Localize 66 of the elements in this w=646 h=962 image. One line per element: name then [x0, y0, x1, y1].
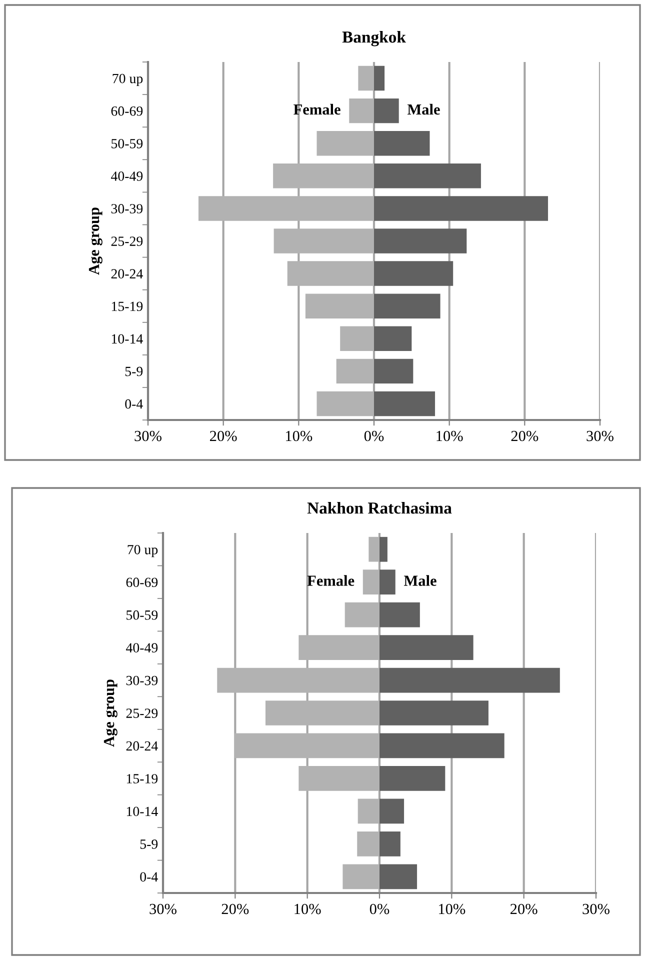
bar	[380, 602, 420, 628]
bar	[374, 66, 385, 91]
y-tick-label: 40-49	[111, 171, 143, 181]
bar	[380, 766, 446, 791]
y-tick-label: 20-24	[126, 741, 158, 751]
bar	[380, 668, 560, 693]
bar	[380, 635, 474, 660]
y-tick-label: 25-29	[111, 236, 143, 246]
bar	[380, 536, 388, 562]
bar	[374, 228, 467, 254]
y-tick-label: 50-59	[112, 138, 143, 148]
series-label: Male	[407, 104, 440, 115]
x-tick-label: 10%	[436, 430, 463, 442]
x-tick-label: 30%	[582, 904, 610, 914]
x-tick-label: 20%	[222, 904, 249, 914]
y-tick-label: 15-19	[112, 302, 143, 312]
chart-title: Bangkok	[342, 30, 406, 46]
x-tick-label: 10%	[286, 430, 312, 442]
y-tick-label: 10-14	[126, 806, 158, 816]
x-tick-label: 10%	[294, 904, 321, 914]
bar	[374, 98, 399, 124]
bar	[374, 358, 414, 384]
bar	[374, 164, 481, 188]
bar	[374, 261, 454, 286]
y-tick-label: 30-39	[126, 676, 158, 686]
y-tick-label: 40-49	[126, 643, 158, 652]
y-tick-label: 10-14	[112, 334, 143, 344]
x-tick-label: 30%	[134, 430, 162, 442]
x-tick-label: 30%	[150, 904, 176, 914]
series-label: Female	[294, 104, 340, 115]
y-tick-label: 15-19	[126, 774, 158, 784]
y-tick-label: 50-59	[126, 610, 158, 620]
series-label: Male	[404, 575, 436, 586]
bar	[380, 570, 396, 595]
y-tick-label: 25-29	[126, 708, 158, 718]
bar	[374, 326, 412, 352]
bar	[380, 700, 488, 726]
x-tick-label: 0%	[364, 430, 384, 442]
series-label: Female	[307, 575, 354, 586]
bar	[380, 798, 404, 824]
y-axis-title: Age group	[88, 208, 102, 275]
bar	[380, 864, 418, 890]
y-tick-label: 30-39	[111, 204, 143, 214]
y-tick-label: 20-24	[111, 269, 143, 278]
y-tick-label: 60-69	[111, 106, 143, 116]
bar	[374, 391, 436, 416]
y-tick-label: 0-4	[125, 399, 143, 409]
bar	[380, 831, 400, 856]
y-axis-title: Age group	[104, 680, 118, 747]
y-tick-label: 70 up	[112, 74, 143, 86]
x-tick-label: 20%	[511, 430, 538, 442]
x-tick-label: 20%	[210, 430, 237, 442]
y-tick-label: 70 up	[128, 544, 158, 558]
bar	[374, 294, 440, 318]
x-tick-label: 0%	[370, 904, 390, 914]
y-tick-label: 5-9	[140, 840, 158, 849]
x-tick-label: 10%	[439, 904, 466, 914]
y-tick-label: 5-9	[125, 366, 143, 376]
x-tick-label: 20%	[510, 904, 538, 914]
bar	[374, 196, 548, 221]
y-tick-label: 0-4	[140, 872, 158, 882]
bar	[380, 733, 504, 758]
bar	[374, 130, 430, 156]
chart-title: Nakhon Ratchasima	[307, 502, 452, 514]
y-tick-label: 60-69	[126, 578, 158, 588]
x-tick-label: 30%	[586, 430, 614, 442]
